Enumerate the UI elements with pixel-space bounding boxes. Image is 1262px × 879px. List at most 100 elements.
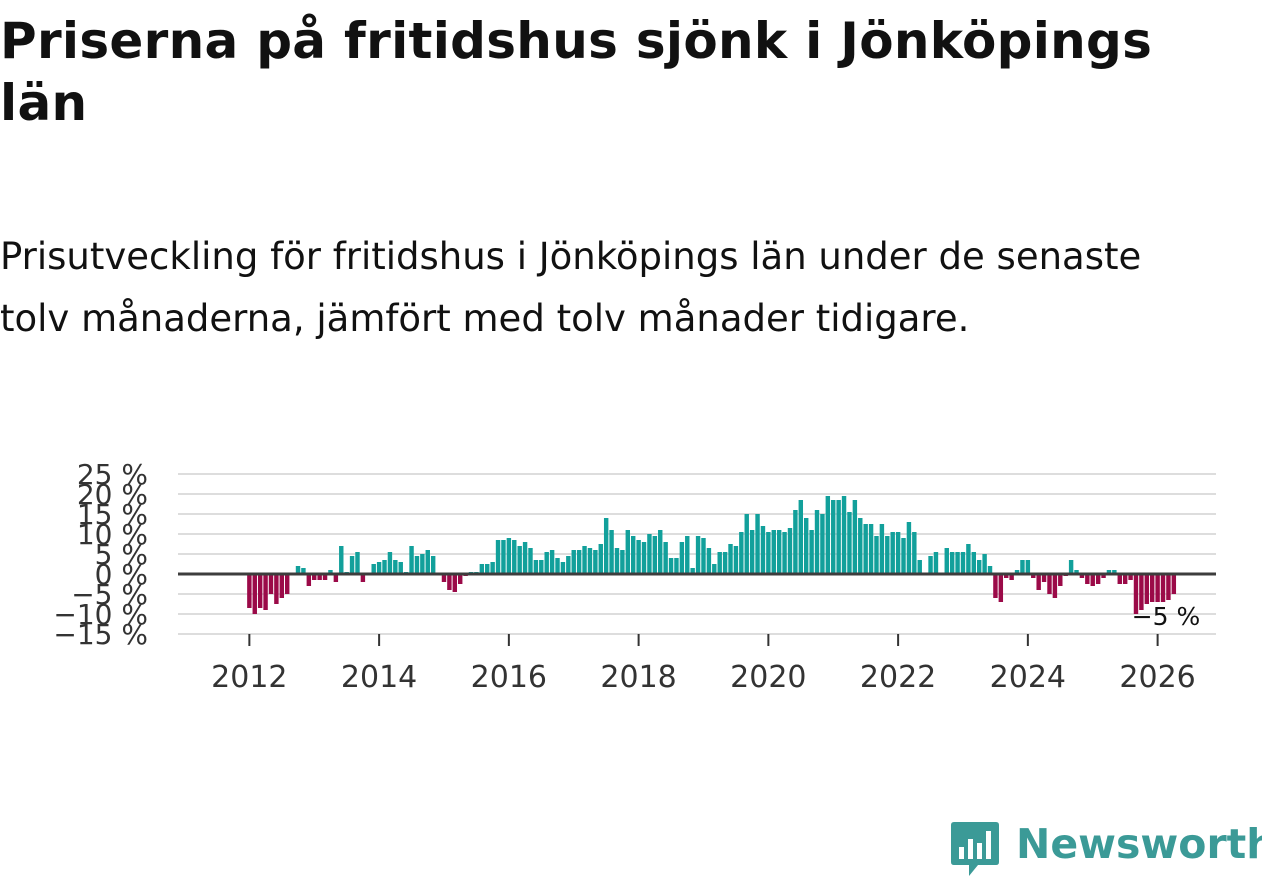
bar [1079,574,1085,578]
bar [1025,560,1031,574]
bar [555,558,560,574]
bar [382,560,387,574]
bar [1128,574,1133,580]
bar [409,546,414,574]
bar [641,542,647,574]
bar [739,532,744,574]
bar [906,522,912,574]
bar [998,574,1004,602]
bar [1004,574,1009,578]
bar [387,552,393,574]
y-tick-label: −10 % [53,598,148,631]
bar [333,574,339,582]
bar [312,574,317,580]
x-tick-label: 2024 [990,660,1066,695]
bar [863,524,868,574]
y-tick-label: 0 % [95,558,148,591]
bar [355,552,360,574]
bar [506,538,512,574]
bar [1058,574,1063,586]
bar [668,558,674,574]
bar [885,536,890,574]
bar [360,574,366,582]
bar [949,552,955,574]
bar [414,556,420,574]
bar [284,574,290,594]
bar [787,528,793,574]
bar [1171,574,1177,594]
bar [809,530,814,574]
bar [928,556,933,574]
bar [868,524,874,574]
y-tick-label: −15 % [53,618,148,651]
bar [328,570,333,574]
bar [982,554,987,574]
bar [879,524,885,574]
x-tick-label: 2016 [471,660,547,695]
bar [1009,574,1014,580]
bar [268,574,274,594]
bar [1149,574,1155,602]
bar [1074,570,1079,574]
bar [712,564,717,574]
bar [1166,574,1171,600]
bar [1160,574,1166,602]
bar [912,532,917,574]
bar [690,568,695,574]
bar [663,542,668,574]
y-tick-label: 5 % [95,538,148,571]
bar [858,518,863,574]
x-tick-label: 2018 [600,660,676,695]
bar [479,564,485,574]
bar [452,574,458,592]
brand-name: Newsworthy [1016,820,1262,868]
bar [447,574,452,590]
bar [539,560,544,574]
bar [674,558,679,574]
y-tick-label: −5 % [71,578,148,611]
bar [1090,574,1095,586]
bar [495,540,501,574]
bar [1112,570,1117,574]
bar [652,536,658,574]
bar [1014,570,1020,574]
bar [722,552,728,574]
bar [841,496,847,574]
bar [441,574,447,582]
bar [966,544,971,574]
bar [371,564,376,574]
bar [430,556,436,574]
newsworthy-logo: Newsworthy [950,818,1262,878]
bar [749,530,755,574]
bar [582,546,587,574]
bar [647,534,652,574]
bar [501,540,506,574]
y-tick-label: 15 % [77,498,148,531]
bar [544,552,549,574]
bar [1036,574,1041,590]
bars [247,496,1177,614]
bar [485,564,490,574]
bar [279,574,285,598]
bar [1133,574,1139,614]
bar [339,546,344,574]
bar [679,542,685,574]
bar [593,550,598,574]
bar [874,536,879,574]
bar [274,574,279,604]
bar [993,574,998,598]
bar [560,562,566,574]
bar [317,574,322,580]
y-tick-label: 20 % [77,478,148,511]
bar [803,518,809,574]
bar [549,550,555,574]
bar [836,500,841,574]
bar [782,532,787,574]
bar [847,512,852,574]
bar [852,500,858,574]
bar [695,536,701,574]
bar [658,530,663,574]
bar [247,574,252,608]
bar [771,530,776,574]
chart-subtitle: Prisutveckling för fritidshus i Jönköpin… [0,235,1142,340]
